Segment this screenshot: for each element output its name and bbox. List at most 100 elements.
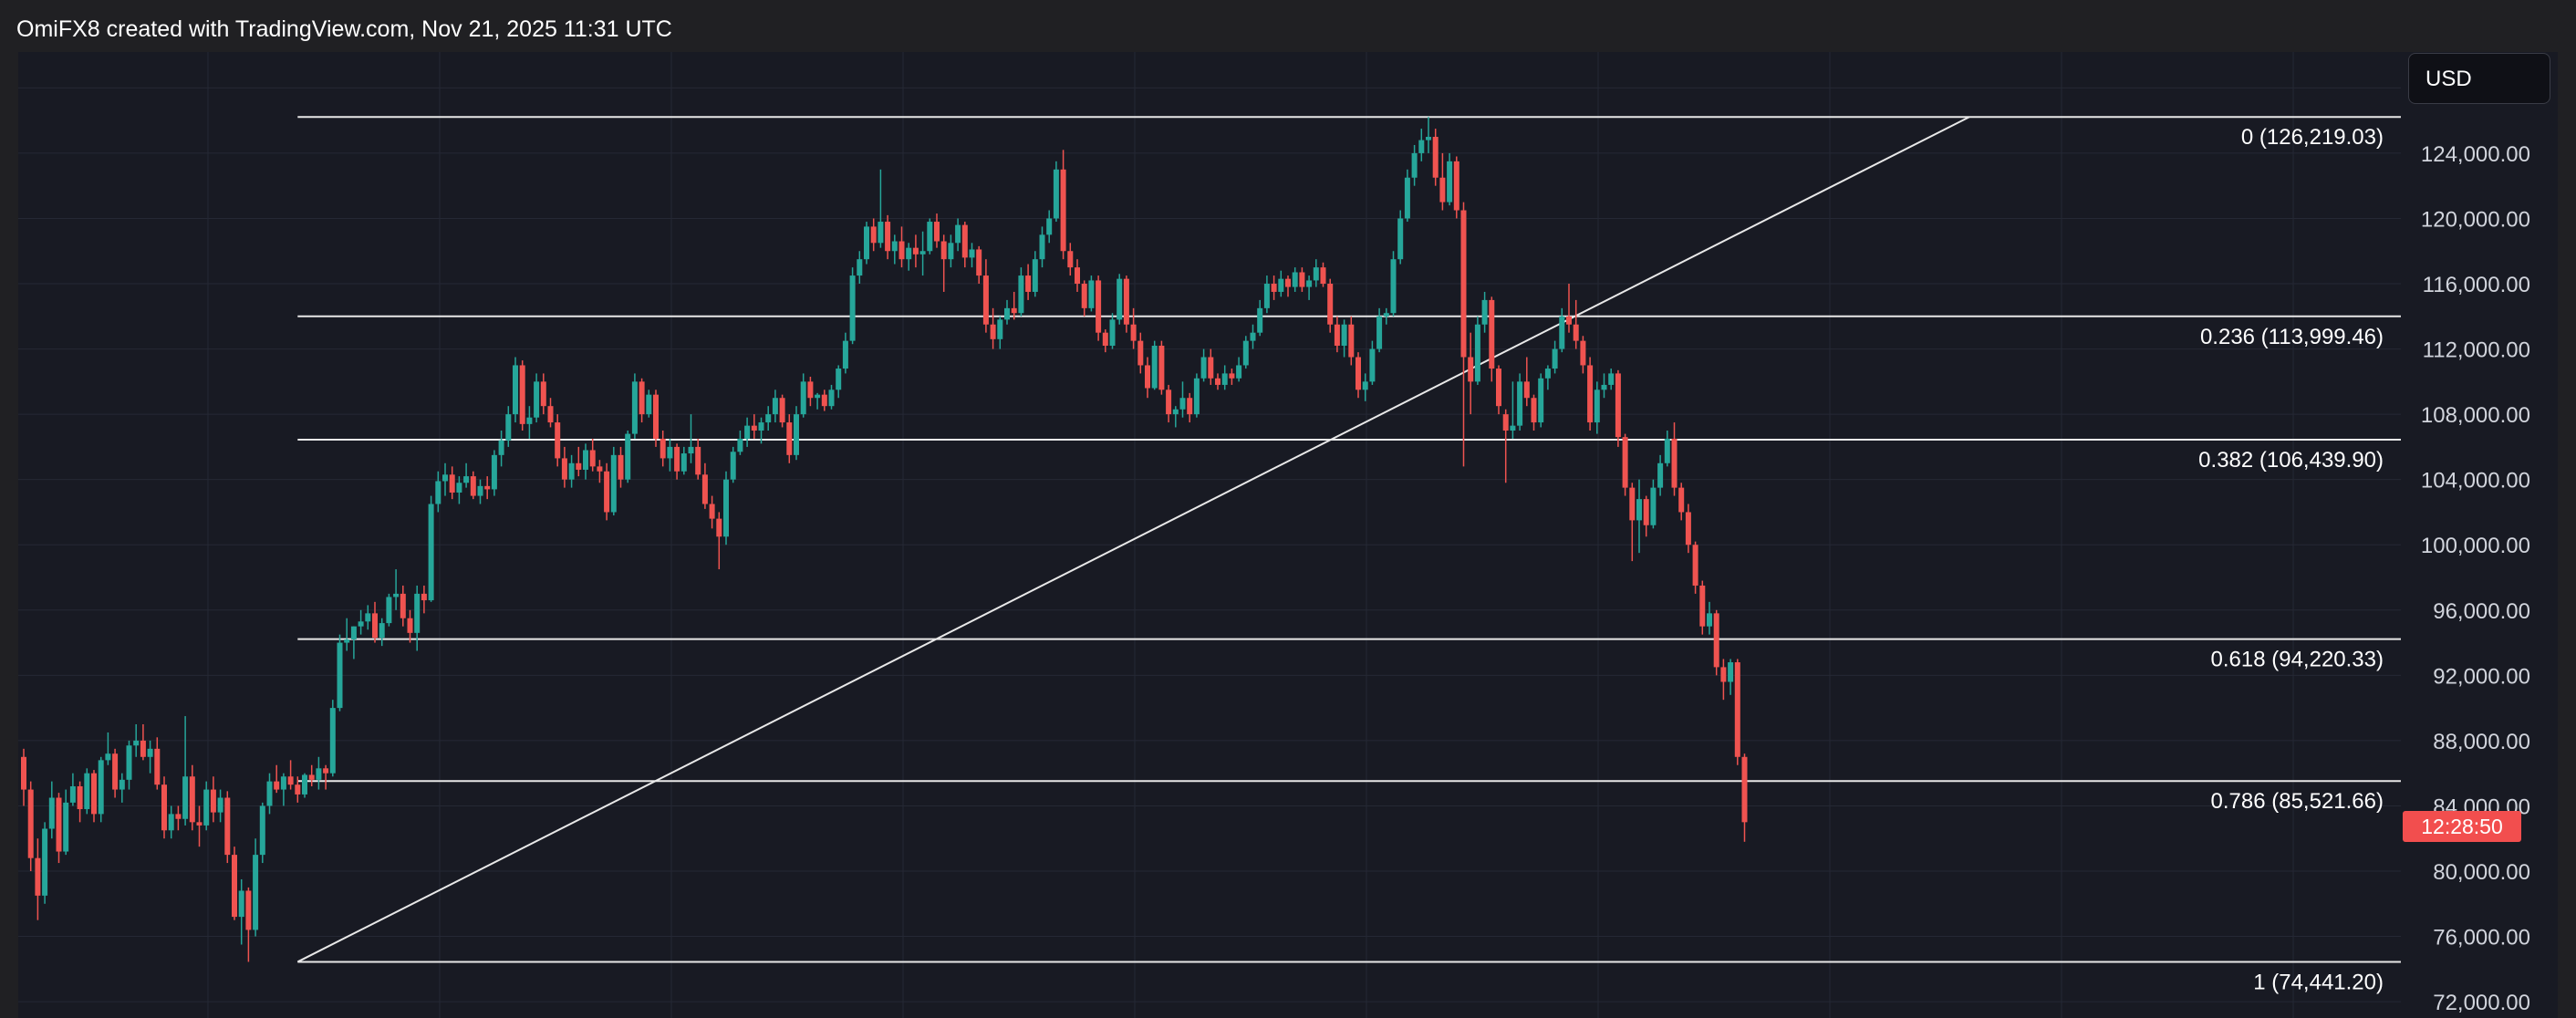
candle-body bbox=[857, 259, 863, 276]
candle-body bbox=[653, 394, 659, 439]
candle-body bbox=[547, 406, 554, 423]
candle-body bbox=[1713, 613, 1719, 668]
candle-body bbox=[1383, 313, 1389, 317]
y-tick-label: 96,000.00 bbox=[2433, 599, 2530, 624]
candle-body bbox=[308, 774, 315, 780]
candle-body bbox=[498, 440, 504, 455]
candle-body bbox=[337, 642, 343, 709]
candle-body bbox=[772, 398, 778, 415]
candle-body bbox=[674, 446, 680, 472]
candle-body bbox=[449, 474, 455, 493]
candle-body bbox=[1263, 284, 1270, 308]
candle-body bbox=[287, 776, 294, 785]
price-chart[interactable]: 72,000.00 76,000.00 80,000.00 84,000.00 88,0… bbox=[18, 52, 2558, 1018]
candle-body bbox=[350, 626, 357, 639]
candle-body bbox=[1510, 425, 1516, 431]
candle-body bbox=[631, 381, 638, 434]
candle-body bbox=[1011, 307, 1017, 314]
candle-body bbox=[815, 394, 821, 399]
candle-body bbox=[576, 462, 582, 470]
candle-body bbox=[982, 275, 989, 325]
candle-body bbox=[1523, 381, 1530, 399]
candle-body bbox=[864, 226, 869, 260]
candle-body bbox=[140, 740, 146, 757]
candle-body bbox=[997, 319, 1003, 339]
candle-body bbox=[1685, 512, 1691, 545]
candle-body bbox=[919, 251, 926, 254]
candle-body bbox=[1629, 487, 1636, 521]
candle-body bbox=[463, 476, 470, 483]
candle-body bbox=[1123, 278, 1129, 325]
candle-body bbox=[280, 776, 286, 790]
candle-body bbox=[1208, 357, 1214, 379]
candle-body bbox=[1678, 487, 1685, 513]
candle-body bbox=[91, 773, 97, 815]
candle-body bbox=[794, 414, 799, 455]
candle-body bbox=[27, 789, 34, 858]
candle-body bbox=[836, 369, 842, 390]
candle-body bbox=[295, 784, 301, 795]
candle-body bbox=[695, 446, 701, 475]
candle-body bbox=[1474, 324, 1480, 382]
candle-body bbox=[610, 454, 617, 513]
candle-body bbox=[1299, 272, 1305, 287]
candle-body bbox=[35, 857, 41, 896]
candle-body bbox=[1622, 437, 1628, 488]
candle-body bbox=[1004, 307, 1010, 320]
candle-body bbox=[56, 797, 62, 852]
candle-body bbox=[1313, 267, 1319, 281]
candle-body bbox=[1636, 499, 1642, 521]
candle-body bbox=[182, 776, 189, 819]
candle-body bbox=[716, 518, 722, 537]
candle-body bbox=[1559, 316, 1565, 349]
candle-body bbox=[639, 381, 645, 415]
candle-body bbox=[961, 224, 968, 258]
candle-body bbox=[1102, 332, 1108, 346]
candle-body bbox=[1362, 381, 1368, 390]
candle-body bbox=[1502, 414, 1509, 431]
candle-body bbox=[69, 785, 76, 803]
candle-body bbox=[1229, 373, 1235, 379]
candle-body bbox=[266, 781, 273, 806]
candle-body bbox=[1257, 307, 1263, 333]
currency-button[interactable]: USD bbox=[2408, 53, 2550, 104]
candle-body bbox=[112, 753, 119, 790]
candle-body bbox=[660, 438, 666, 459]
candle-body bbox=[870, 226, 877, 244]
candle-body bbox=[161, 784, 167, 831]
candle-body bbox=[1453, 161, 1459, 211]
candle-body bbox=[765, 414, 772, 423]
candle-body bbox=[154, 748, 161, 785]
candle-body bbox=[407, 618, 413, 633]
candle-body bbox=[1489, 299, 1495, 369]
candle-body bbox=[1096, 280, 1102, 333]
candle-body bbox=[1242, 340, 1249, 366]
candle-body bbox=[386, 597, 392, 624]
candle-body bbox=[737, 438, 743, 452]
candle-body bbox=[217, 797, 223, 813]
candle-body bbox=[618, 454, 624, 480]
candle-body bbox=[168, 814, 174, 831]
candle-body bbox=[1018, 275, 1024, 314]
fib-trend-line[interactable] bbox=[296, 116, 1970, 963]
candle-body bbox=[358, 621, 364, 627]
candle-body bbox=[927, 222, 933, 252]
candle-body bbox=[1179, 398, 1186, 410]
bar-countdown-badge: 12:28:50 bbox=[2403, 811, 2521, 842]
candle-body bbox=[1046, 218, 1053, 235]
candle-body bbox=[1517, 381, 1523, 426]
candle-body bbox=[1728, 662, 1734, 682]
y-tick-label: 108,000.00 bbox=[2421, 403, 2530, 428]
candle-body bbox=[379, 623, 385, 639]
candle-body bbox=[470, 476, 476, 496]
candle-body bbox=[1193, 378, 1200, 415]
candle-body bbox=[245, 890, 252, 930]
chart-canvas[interactable]: 72,000.0076,000.0080,000.0084,000.0088,0… bbox=[18, 52, 2558, 1018]
candle-body bbox=[1109, 319, 1116, 346]
candle-body bbox=[1439, 177, 1446, 203]
candle-body bbox=[1468, 357, 1474, 382]
y-tick-label: 116,000.00 bbox=[2423, 273, 2530, 297]
candle-body bbox=[561, 458, 567, 480]
candle-body bbox=[1172, 409, 1179, 415]
candle-body bbox=[1390, 259, 1397, 314]
